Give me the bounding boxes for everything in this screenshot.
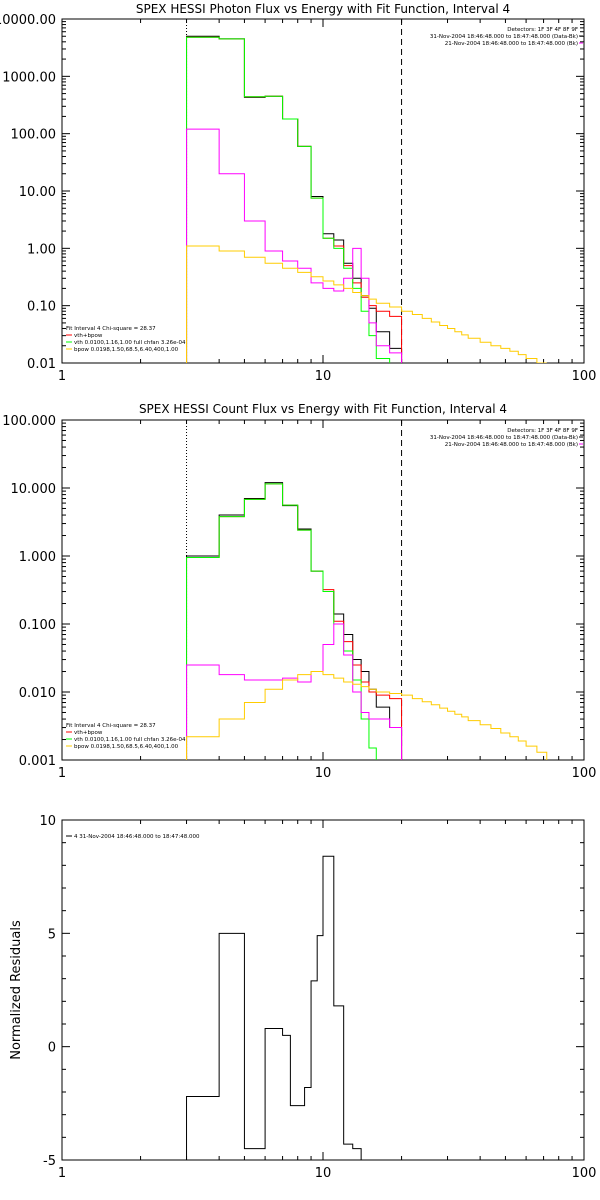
panel-2: SPEX HESSI Count Flux vs Energy with Fit… bbox=[2, 402, 596, 781]
panel-1: SPEX HESSI Photon Flux vs Energy with Fi… bbox=[0, 2, 596, 384]
y-tick-label: 1000.00 bbox=[2, 70, 56, 85]
y-tick-label: 0.001 bbox=[19, 754, 56, 769]
y-tick-label: 10.000 bbox=[11, 482, 57, 497]
y-tick-label: 100.00 bbox=[11, 128, 57, 143]
y-tick-label: 1.00 bbox=[27, 242, 56, 257]
chart-title: SPEX HESSI Photon Flux vs Energy with Fi… bbox=[136, 2, 510, 16]
plot-frame bbox=[61, 18, 585, 364]
legend-left-line: vth 0.0100,1.16,1.00 full chfan 3.26e-04 bbox=[74, 737, 186, 743]
x-tick-label: 100 bbox=[572, 766, 597, 781]
legend-right-line: 21-Nov-2004 18:46:48.000 to 18:47:48.000… bbox=[445, 41, 578, 47]
series-4 bbox=[186, 855, 362, 1160]
y-tick-label: 1.000 bbox=[19, 550, 56, 565]
y-tick-label: 0 bbox=[48, 1041, 56, 1056]
legend-right-line: 21-Nov-2004 18:46:48.000 to 18:47:48.000… bbox=[445, 442, 578, 448]
series-bk bbox=[186, 623, 403, 760]
chart-title: SPEX HESSI Count Flux vs Energy with Fit… bbox=[139, 402, 507, 416]
x-tick-label: 1 bbox=[58, 1166, 66, 1181]
y-axis-label: Normalized Residuals bbox=[9, 920, 24, 1060]
x-tick-label: 100 bbox=[572, 1166, 597, 1181]
x-tick-label: 1 bbox=[58, 369, 66, 384]
panel-3: 1 10 100 -5 0 5 10 Normalized Residuals 4 31-Nov… bbox=[9, 814, 596, 1181]
series-data-bk bbox=[186, 35, 403, 363]
series-group bbox=[186, 35, 547, 363]
legend-left-line: bpow 0.0198,1.50,68.5,6.40,400,1.00 bbox=[74, 347, 179, 353]
legend-right-line: 31-Nov-2004 18:46:48.000 to 18:47:48.000… bbox=[430, 435, 578, 441]
y-tick-label: 0.010 bbox=[19, 686, 56, 701]
x-tick-label: 10 bbox=[315, 1166, 332, 1181]
y-tick-label: 5 bbox=[48, 927, 56, 942]
x-tick-label: 10 bbox=[315, 766, 332, 781]
series-bpow bbox=[186, 245, 547, 363]
y-tick-label: 0.100 bbox=[19, 618, 56, 633]
legend-left-line: Fit Interval 4 Chi-square = 28.37 bbox=[66, 326, 156, 332]
y-tick-label: 0.10 bbox=[27, 300, 56, 315]
y-tick-label: 100.000 bbox=[2, 414, 56, 429]
legend-left-line: vth+bpow bbox=[74, 333, 103, 339]
y-tick-label: 0.01 bbox=[27, 357, 56, 372]
series-group bbox=[186, 855, 362, 1160]
legend-left-line: Fit Interval 4 Chi-square = 28.37 bbox=[66, 723, 156, 729]
series-bpow bbox=[186, 671, 548, 760]
x-tick-label: 100 bbox=[572, 369, 597, 384]
series-group bbox=[186, 482, 548, 760]
y-tick-label: 10.00 bbox=[19, 185, 56, 200]
series-vth bbox=[186, 36, 403, 363]
x-tick-label: 1 bbox=[58, 766, 66, 781]
y-tick-label: 10 bbox=[39, 814, 56, 829]
legend-left-line: vth 0.0100,1.16,1.00 full chfan 3.26e-04 bbox=[74, 340, 186, 346]
legend-left-line: vth+bpow bbox=[74, 730, 103, 736]
series-vth bbox=[186, 483, 403, 760]
y-tick-label: -5 bbox=[43, 1154, 56, 1169]
x-tick-label: 10 bbox=[315, 369, 332, 384]
y-tick-label: 10000.00 bbox=[0, 13, 56, 28]
legend-left-line: 4 31-Nov-2004 18:46:48.000 to 18:47:48.0… bbox=[74, 834, 200, 840]
legend-right-line: Detectors: 1F 3F 4F 8F 9F bbox=[507, 428, 578, 434]
series-bk bbox=[186, 128, 403, 363]
legend-right-line: 31-Nov-2004 18:46:48.000 to 18:47:48.000… bbox=[430, 34, 578, 40]
legend-right-line: Detectors: 1F 3F 4F 8F 9F bbox=[507, 27, 578, 33]
legend-left-line: bpow 0.0198,1.50,68.5,6.40,400,1.00 bbox=[74, 744, 179, 750]
